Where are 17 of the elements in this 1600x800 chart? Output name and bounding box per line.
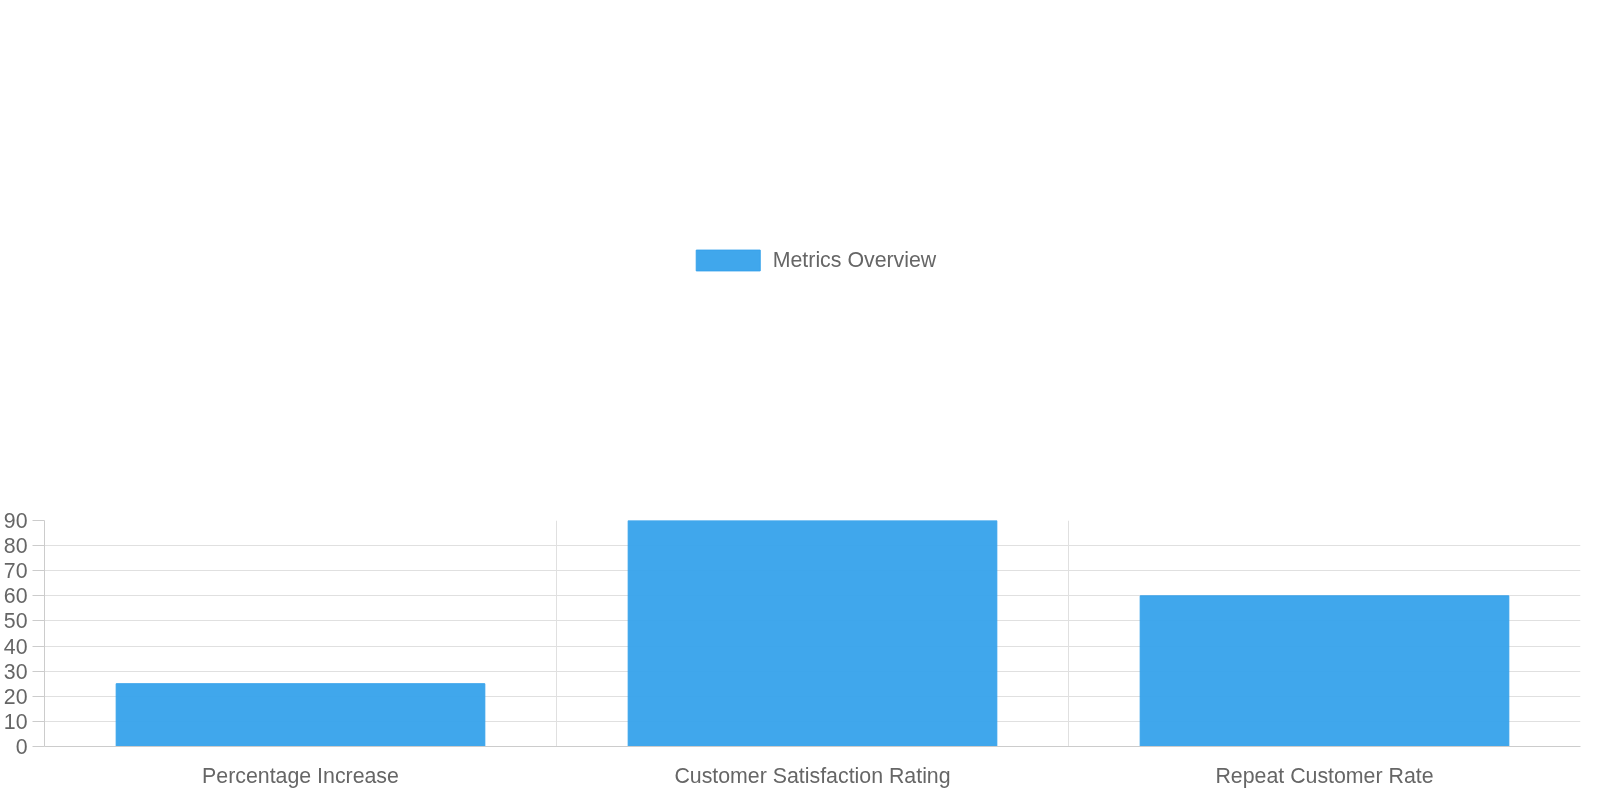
y-tick-label: 20	[3, 684, 28, 709]
bar	[627, 520, 998, 747]
bar	[1139, 595, 1510, 747]
y-tick-label: 10	[3, 709, 28, 734]
y-tick-label: 50	[3, 609, 28, 634]
y-tick-label: 60	[3, 584, 28, 609]
x-tick-label: Percentage Increase	[202, 763, 399, 788]
y-tick-label: 70	[3, 559, 28, 584]
y-tick-label: 90	[3, 509, 28, 533]
legend-label: Metrics Overview	[772, 247, 937, 273]
y-tick-label: 0	[15, 735, 28, 759]
x-tick-label: Repeat Customer Rate	[1215, 763, 1434, 788]
y-tick-label: 30	[3, 659, 28, 684]
y-tick-label: 80	[3, 534, 28, 559]
y-tick-label: 40	[3, 634, 28, 659]
x-tick-label: Customer Satisfaction Rating	[674, 763, 951, 788]
bar	[115, 683, 486, 747]
